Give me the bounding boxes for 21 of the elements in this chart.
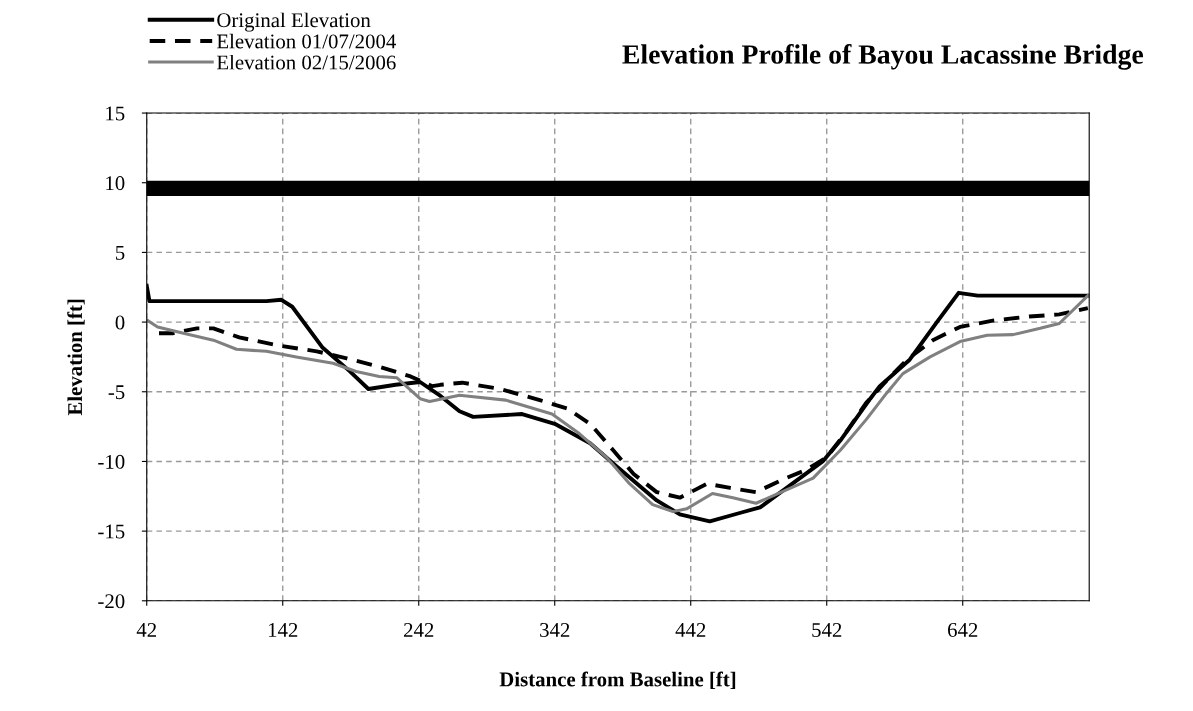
- y-tick-label: 5: [116, 245, 125, 260]
- x-tick-label: 142: [268, 622, 298, 637]
- legend-label: Elevation 01/07/2004: [216, 33, 396, 49]
- x-tick-label: 642: [948, 622, 978, 637]
- x-tick-label: 542: [812, 622, 842, 637]
- x-tick-label: 242: [404, 622, 434, 637]
- y-tick-label: -20: [98, 594, 125, 609]
- chart-title: Elevation Profile of Bayou Lacassine Bridge: [622, 44, 1144, 70]
- y-axis-title: Elevation [ft]: [67, 299, 85, 416]
- y-tick-label: -5: [108, 385, 125, 400]
- x-tick-label: 42: [136, 622, 157, 637]
- y-tick-label: 10: [106, 176, 125, 191]
- x-tick-label: 442: [675, 622, 706, 637]
- y-tick-label: -10: [98, 454, 125, 469]
- x-axis-title: Distance from Baseline [ft]: [499, 671, 736, 690]
- legend-label: Original Elevation: [217, 12, 371, 32]
- x-tick-label: 342: [540, 622, 570, 637]
- y-tick-label: 15: [106, 106, 125, 121]
- legend-label: Elevation 02/15/2006: [216, 54, 396, 70]
- y-tick-label: -15: [98, 524, 125, 539]
- y-tick-label: 0: [115, 315, 125, 330]
